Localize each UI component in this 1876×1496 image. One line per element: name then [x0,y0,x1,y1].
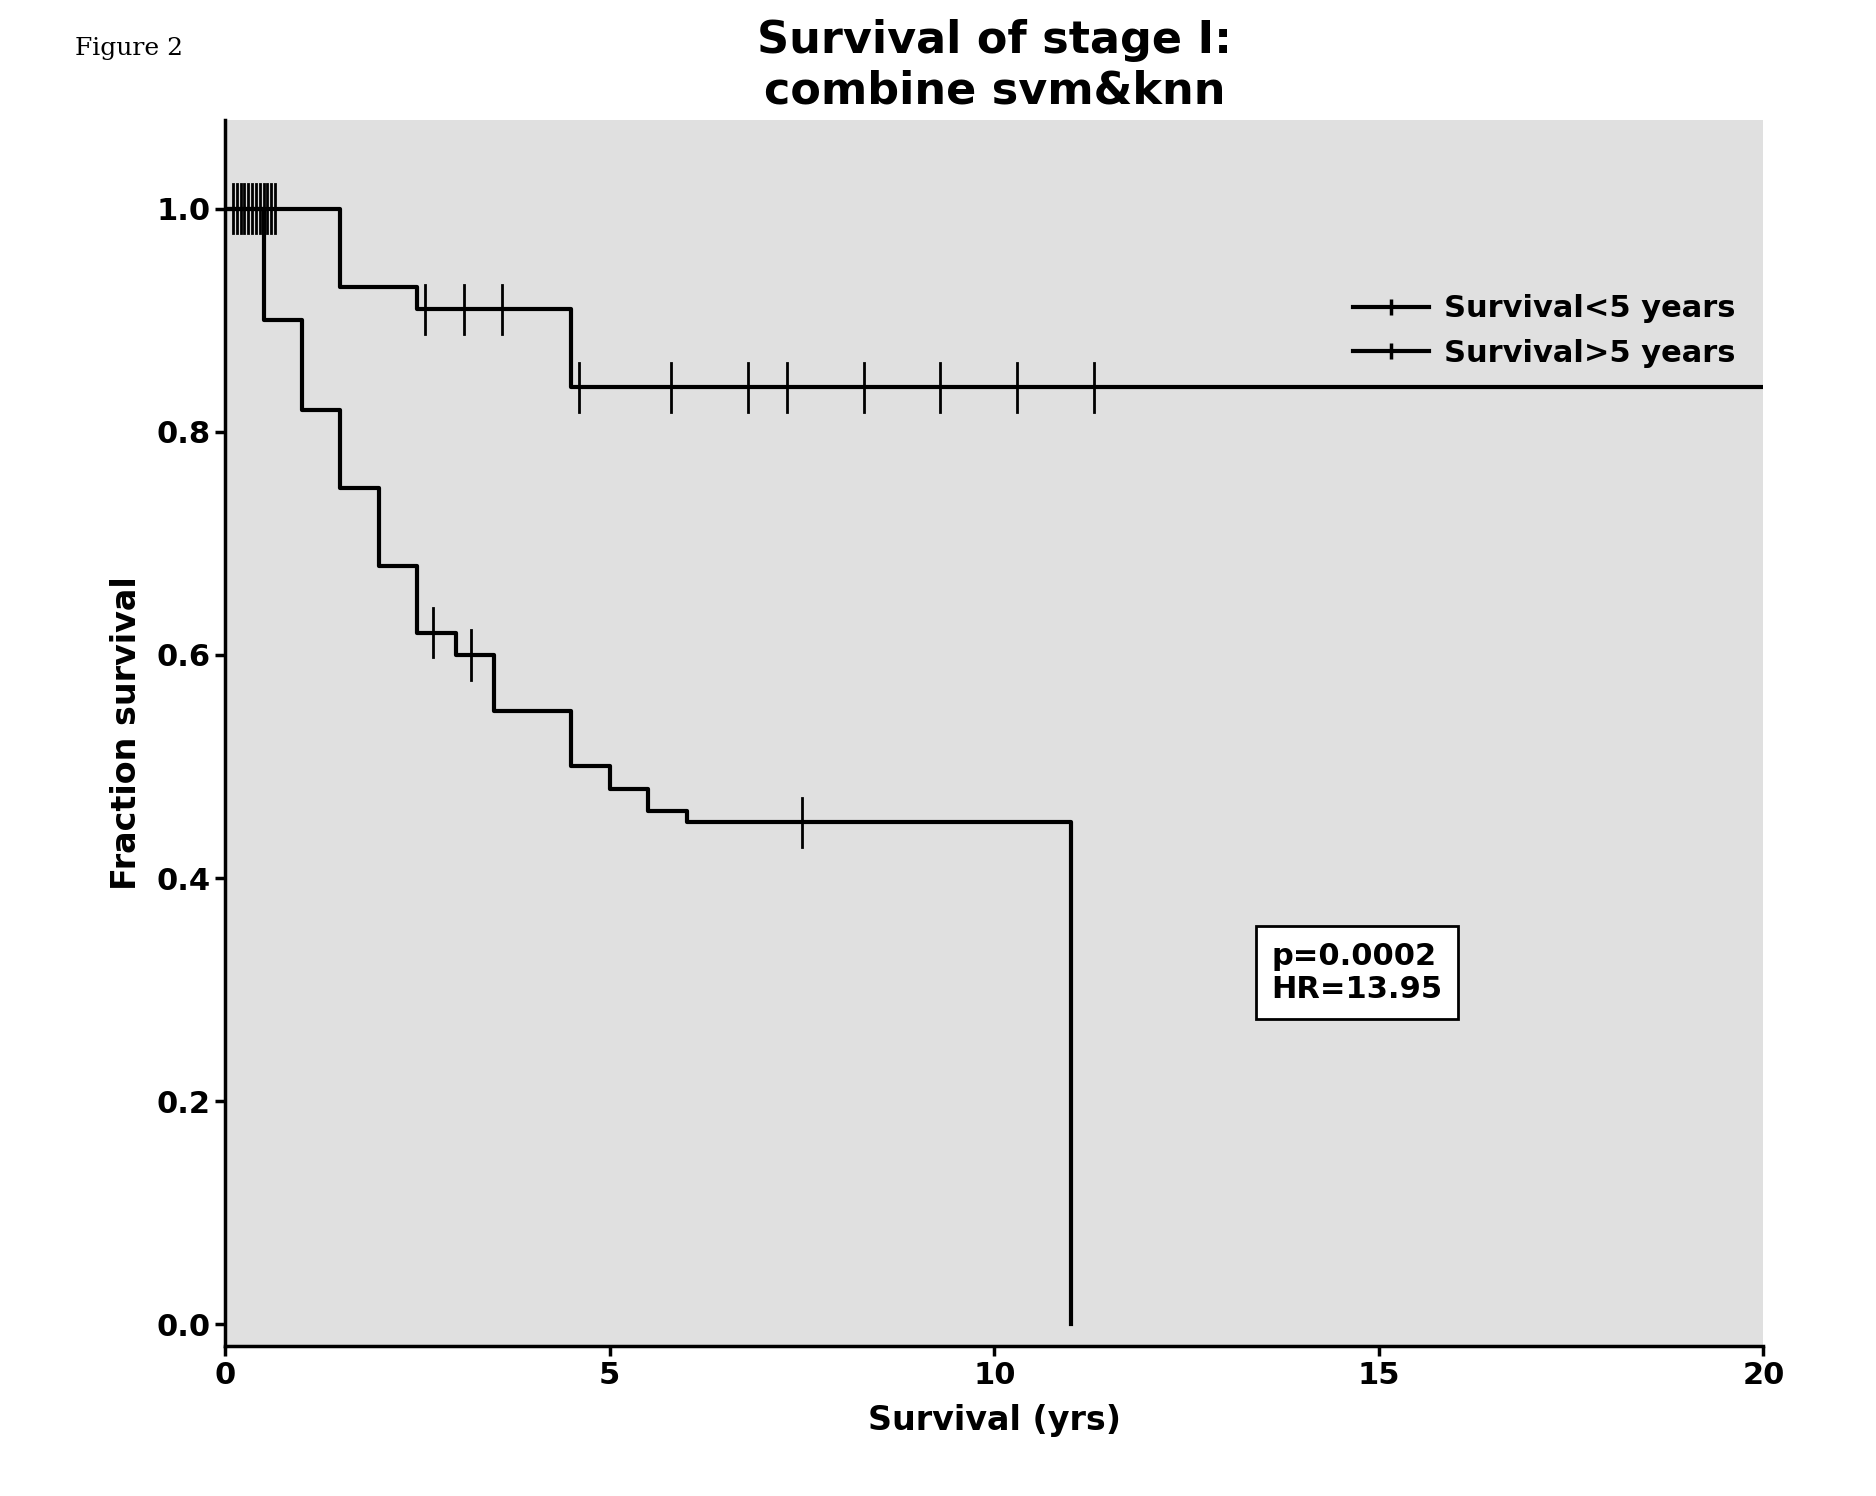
Text: Figure 2: Figure 2 [75,37,184,60]
Legend: Survival<5 years, Survival>5 years: Survival<5 years, Survival>5 years [1341,283,1748,380]
X-axis label: Survival (yrs): Survival (yrs) [869,1403,1120,1436]
Y-axis label: Fraction survival: Fraction survival [109,576,143,890]
Text: p=0.0002
HR=13.95: p=0.0002 HR=13.95 [1272,941,1443,1004]
Title: Survival of stage I:
combine svm&knn: Survival of stage I: combine svm&knn [756,19,1233,112]
